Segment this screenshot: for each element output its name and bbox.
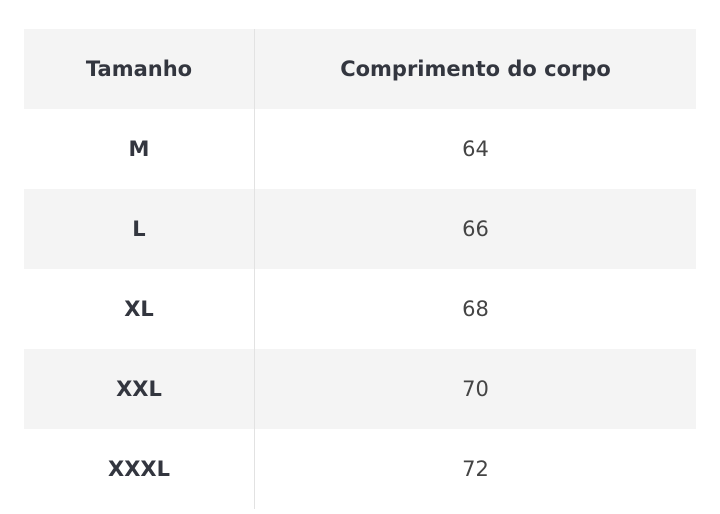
size-cell: XXXL: [24, 429, 255, 509]
table-row: XL 68: [24, 269, 696, 349]
length-cell: 64: [462, 137, 489, 161]
table-row: L 66: [24, 189, 696, 269]
size-cell: L: [24, 189, 255, 269]
length-cell: 70: [462, 377, 489, 401]
table-row: M 64: [24, 109, 696, 189]
size-cell: XL: [24, 269, 255, 349]
size-cell: M: [24, 109, 255, 189]
table-row: XXXL 72: [24, 429, 696, 509]
table-row: XXL 70: [24, 349, 696, 429]
size-cell: XXL: [24, 349, 255, 429]
header-row: Tamanho Comprimento do corpo: [24, 29, 696, 109]
header-size: Tamanho: [24, 29, 255, 109]
header-length: Comprimento do corpo: [340, 57, 611, 81]
size-table: Tamanho Comprimento do corpo M 64 L 66 XL 6…: [24, 29, 696, 509]
length-cell: 66: [462, 217, 489, 241]
length-cell: 72: [462, 457, 489, 481]
length-cell: 68: [462, 297, 489, 321]
